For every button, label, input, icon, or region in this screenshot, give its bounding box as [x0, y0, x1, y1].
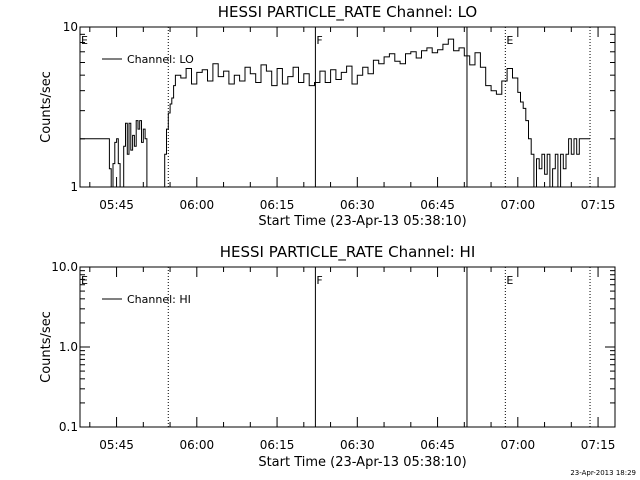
- y-tick-label: 10.0: [51, 260, 78, 274]
- x-axis-label: Start Time (23-Apr-13 05:38:10): [258, 455, 466, 470]
- legend-label: Channel: LO: [127, 53, 194, 66]
- x-tick-label: 05:45: [99, 198, 134, 212]
- event-marker-label: E: [506, 34, 513, 47]
- series-line: [80, 38, 590, 188]
- lo-channel-panel: HESSI PARTICLE_RATE Channel: LO 1 10 05:45 0…: [39, 3, 616, 229]
- chart-title: HESSI PARTICLE_RATE Channel: LO: [218, 3, 477, 22]
- x-tick-label: 07:15: [581, 198, 616, 212]
- x-tick-label: 07:15: [581, 438, 616, 452]
- y-axis-label: Counts/sec: [39, 311, 54, 383]
- x-tick-label: 07:00: [501, 198, 536, 212]
- plot-frame: [79, 26, 616, 188]
- x-tick-label: 06:30: [340, 438, 375, 452]
- x-tick-label: 05:45: [99, 438, 134, 452]
- event-marker-label: F: [316, 34, 322, 47]
- x-axis-label: Start Time (23-Apr-13 05:38:10): [258, 214, 466, 229]
- x-tick-label: 06:15: [260, 438, 295, 452]
- x-tick-label: 06:00: [180, 438, 215, 452]
- legend-label: Channel: HI: [127, 293, 191, 306]
- event-marker-label: F: [316, 274, 322, 287]
- event-marker-label: E: [81, 274, 88, 287]
- event-marker-label: E: [81, 34, 88, 47]
- y-tick-label: 1.0: [59, 340, 78, 354]
- y-tick-label: 1: [70, 180, 78, 194]
- x-tick-label: 07:00: [501, 438, 536, 452]
- hi-channel-panel: HESSI PARTICLE_RATE Channel: HI 0.1 1.0 10.…: [39, 243, 616, 470]
- x-tick-label: 06:00: [180, 198, 215, 212]
- chart-title: HESSI PARTICLE_RATE Channel: HI: [220, 243, 476, 262]
- footer-timestamp: 23-Apr-2013 18:29: [570, 469, 636, 477]
- x-tick-label: 06:45: [420, 198, 455, 212]
- y-tick-label: 0.1: [59, 420, 78, 434]
- plot-frame: [79, 266, 616, 428]
- x-tick-label: 06:15: [260, 198, 295, 212]
- x-tick-label: 06:30: [340, 198, 375, 212]
- y-axis-label: Counts/sec: [39, 71, 54, 143]
- event-marker-label: E: [506, 274, 513, 287]
- x-tick-label: 06:45: [420, 438, 455, 452]
- y-tick-label: 10: [63, 20, 78, 34]
